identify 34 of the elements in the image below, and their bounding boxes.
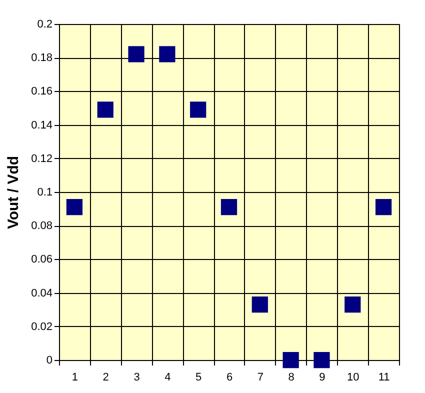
y-tick-label: 0.06 xyxy=(31,254,52,266)
x-tick-label: 10 xyxy=(347,372,360,384)
x-tick-label: 2 xyxy=(102,372,109,384)
y-tick-label: 0.02 xyxy=(31,320,52,333)
x-tick-label: 1 xyxy=(72,372,78,384)
point xyxy=(220,199,238,216)
x-tick-label: 3 xyxy=(134,372,140,384)
point xyxy=(314,352,330,368)
y-tick-label: 0.2 xyxy=(37,18,52,30)
y-tick-label: 0.1 xyxy=(37,186,52,198)
y-tick-label: 0.12 xyxy=(31,152,52,165)
x-tick-label: 7 xyxy=(257,372,264,384)
y-tick-label: 0.18 xyxy=(31,52,52,64)
x-tick-label: 11 xyxy=(378,372,390,384)
point xyxy=(375,199,392,216)
y-tick-label: 0.16 xyxy=(31,86,52,98)
x-tick-label: 6 xyxy=(226,372,233,384)
x-tick-label: 5 xyxy=(196,372,202,384)
x-tick-label: 8 xyxy=(288,372,294,384)
y-tick-label: 0.04 xyxy=(31,287,52,300)
point xyxy=(344,296,361,313)
y-tick-label: 0.14 xyxy=(31,119,52,132)
point xyxy=(252,296,268,313)
point xyxy=(282,352,299,368)
point xyxy=(97,102,114,118)
x-tick-label: 9 xyxy=(319,372,326,384)
point xyxy=(159,46,176,62)
point xyxy=(66,199,83,216)
point xyxy=(190,102,206,118)
y-axis-title: Vout / Vdd xyxy=(5,156,22,230)
point xyxy=(128,46,144,62)
y-tick-label: 0.08 xyxy=(31,220,52,232)
x-tick-label: 4 xyxy=(164,372,171,384)
y-tick-label: 0 xyxy=(46,354,52,366)
